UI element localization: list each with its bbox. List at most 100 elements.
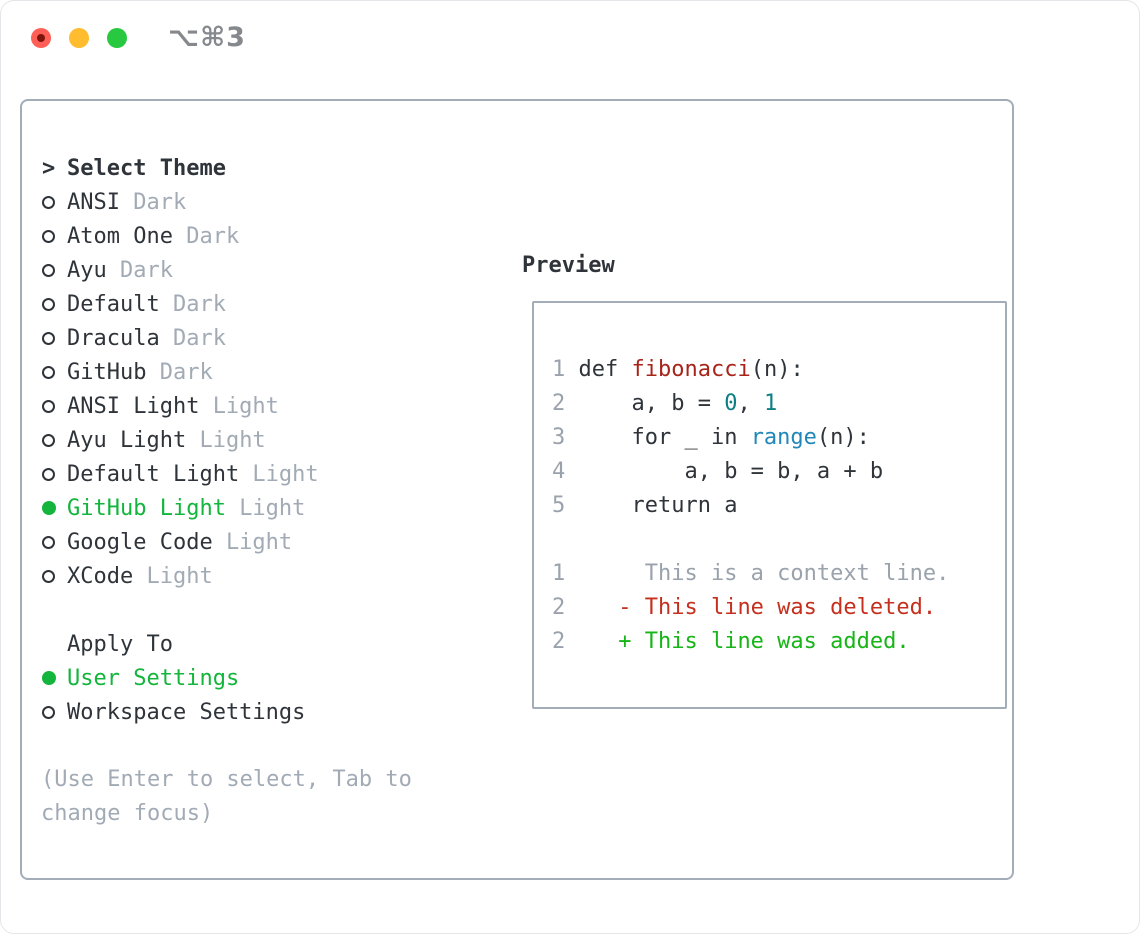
diff-preview: 1 This is a context line. 2 - This line w… — [552, 557, 1005, 659]
preview-blank-line — [552, 523, 1005, 557]
token-plain: for _ in — [578, 425, 751, 450]
apply-option-name: Workspace Settings — [67, 699, 306, 725]
help-text-line-1: (Use Enter to select, Tab to — [41, 767, 412, 792]
theme-option-name: Ayu Light — [67, 427, 187, 453]
line-number: 1 — [552, 357, 579, 382]
minimize-button[interactable] — [69, 28, 89, 48]
code-line: 2 a, b = 0, 1 — [552, 387, 1005, 421]
token-plain: a, b = b, a + b — [578, 459, 884, 484]
spacer — [41, 593, 412, 627]
theme-option-default-light[interactable]: Default Light Light — [41, 457, 412, 491]
radio-selected-icon — [41, 501, 67, 515]
apply-to-header: Apply To — [41, 627, 412, 661]
theme-option-variant-tag: Light — [146, 563, 213, 589]
radio-unselected-icon — [41, 331, 67, 345]
theme-option-xcode[interactable]: XCode Light — [41, 559, 412, 593]
theme-option-variant-tag: Dark — [172, 291, 226, 317]
apply-to-label: Apply To — [67, 631, 173, 657]
line-number: 4 — [552, 459, 579, 484]
theme-option-default[interactable]: Default Dark — [41, 287, 412, 321]
token-plain: (n): — [750, 357, 804, 382]
titlebar: ⌥⌘3 — [1, 1, 1139, 79]
traffic-lights — [31, 28, 127, 48]
cursor-icon: > — [42, 155, 56, 181]
spacer — [41, 729, 412, 763]
line-number: 5 — [552, 493, 579, 518]
diff-text: - This line was deleted. — [578, 595, 937, 620]
theme-option-name: Default Light — [67, 461, 240, 487]
zoom-button[interactable] — [107, 28, 127, 48]
theme-option-variant-tag: Dark — [172, 325, 226, 351]
token-builtin: range — [750, 425, 817, 450]
theme-option-variant-tag: Light — [225, 529, 293, 555]
diff-text: This is a context line. — [578, 561, 950, 586]
code-line: 3 for _ in range(n): — [552, 421, 1005, 455]
theme-option-google-code[interactable]: Google Code Light — [41, 525, 412, 559]
theme-option-name: GitHub — [67, 359, 147, 385]
token-plain: return a — [578, 493, 738, 518]
theme-option-name: Default — [67, 291, 160, 317]
diff-text: + This line was added. — [578, 629, 910, 654]
radio-unselected-icon — [41, 195, 67, 209]
radio-unselected-icon — [41, 229, 67, 243]
radio-unselected-icon — [41, 569, 67, 583]
window-title: ⌥⌘3 — [168, 22, 246, 53]
line-number: 2 — [552, 595, 579, 620]
theme-option-name: Google Code — [67, 529, 213, 555]
theme-option-variant-tag: Dark — [186, 223, 240, 249]
token-function: fibonacci — [631, 357, 751, 382]
theme-option-variant-tag: Light — [239, 495, 306, 521]
radio-unselected-icon — [41, 399, 67, 413]
theme-selector-panel: > Select Theme ANSI Dark Atom One Dark Ayu Da… — [41, 151, 412, 831]
theme-option-name: GitHub Light — [67, 495, 226, 521]
theme-list: ANSI Dark Atom One Dark Ayu Dark Default Dark Dr… — [41, 185, 412, 593]
token-number: 0 — [724, 391, 738, 416]
theme-option-name: XCode — [67, 563, 134, 589]
token-plain: (n): — [816, 425, 870, 450]
theme-option-name: ANSI Light — [67, 393, 200, 419]
theme-option-variant-tag: Dark — [119, 257, 173, 283]
preview-blank-line — [552, 319, 1005, 353]
line-number: 2 — [552, 629, 579, 654]
theme-option-ansi-light[interactable]: ANSI Light Light — [41, 389, 412, 423]
theme-option-variant-tag: Light — [212, 393, 279, 419]
theme-option-variant-tag: Light — [252, 461, 319, 487]
theme-option-github[interactable]: GitHub Dark — [41, 355, 412, 389]
theme-option-ayu[interactable]: Ayu Dark — [41, 253, 412, 287]
radio-unselected-icon — [41, 467, 67, 481]
radio-unselected-icon — [41, 365, 67, 379]
apply-option-name: User Settings — [67, 665, 240, 691]
theme-option-variant-tag: Light — [199, 427, 266, 453]
line-number: 2 — [552, 391, 579, 416]
code-line: 4 a, b = b, a + b — [552, 455, 1005, 489]
radio-unselected-icon — [41, 263, 67, 277]
radio-unselected-icon — [41, 297, 67, 311]
radio-selected-icon — [41, 671, 67, 685]
theme-option-ayu-light[interactable]: Ayu Light Light — [41, 423, 412, 457]
token-plain: , — [737, 391, 764, 416]
line-number: 1 — [552, 561, 579, 586]
radio-unselected-icon — [41, 535, 67, 549]
theme-dialog: > Select Theme ANSI Dark Atom One Dark Ayu Da… — [20, 99, 1014, 880]
diff-line-context: 1 This is a context line. — [552, 557, 1005, 591]
radio-unselected-icon — [41, 433, 67, 447]
apply-option-user-settings[interactable]: User Settings — [41, 661, 412, 695]
token-keyword: def — [578, 357, 632, 382]
diff-line-added: 2 + This line was added. — [552, 625, 1005, 659]
theme-option-dracula[interactable]: Dracula Dark — [41, 321, 412, 355]
close-button[interactable] — [31, 28, 51, 48]
theme-option-atom-one[interactable]: Atom One Dark — [41, 219, 412, 253]
apply-to-list: User Settings Workspace Settings — [41, 661, 412, 729]
theme-option-ansi[interactable]: ANSI Dark — [41, 185, 412, 219]
apply-option-workspace-settings[interactable]: Workspace Settings — [41, 695, 412, 729]
select-theme-label: Select Theme — [67, 155, 226, 181]
code-line: 5 return a — [552, 489, 1005, 523]
theme-option-name: Ayu — [67, 257, 107, 283]
theme-option-variant-tag: Dark — [159, 359, 213, 385]
theme-option-name: Dracula — [67, 325, 160, 351]
theme-option-github-light[interactable]: GitHub Light Light — [41, 491, 412, 525]
preview-label: Preview — [522, 253, 615, 278]
